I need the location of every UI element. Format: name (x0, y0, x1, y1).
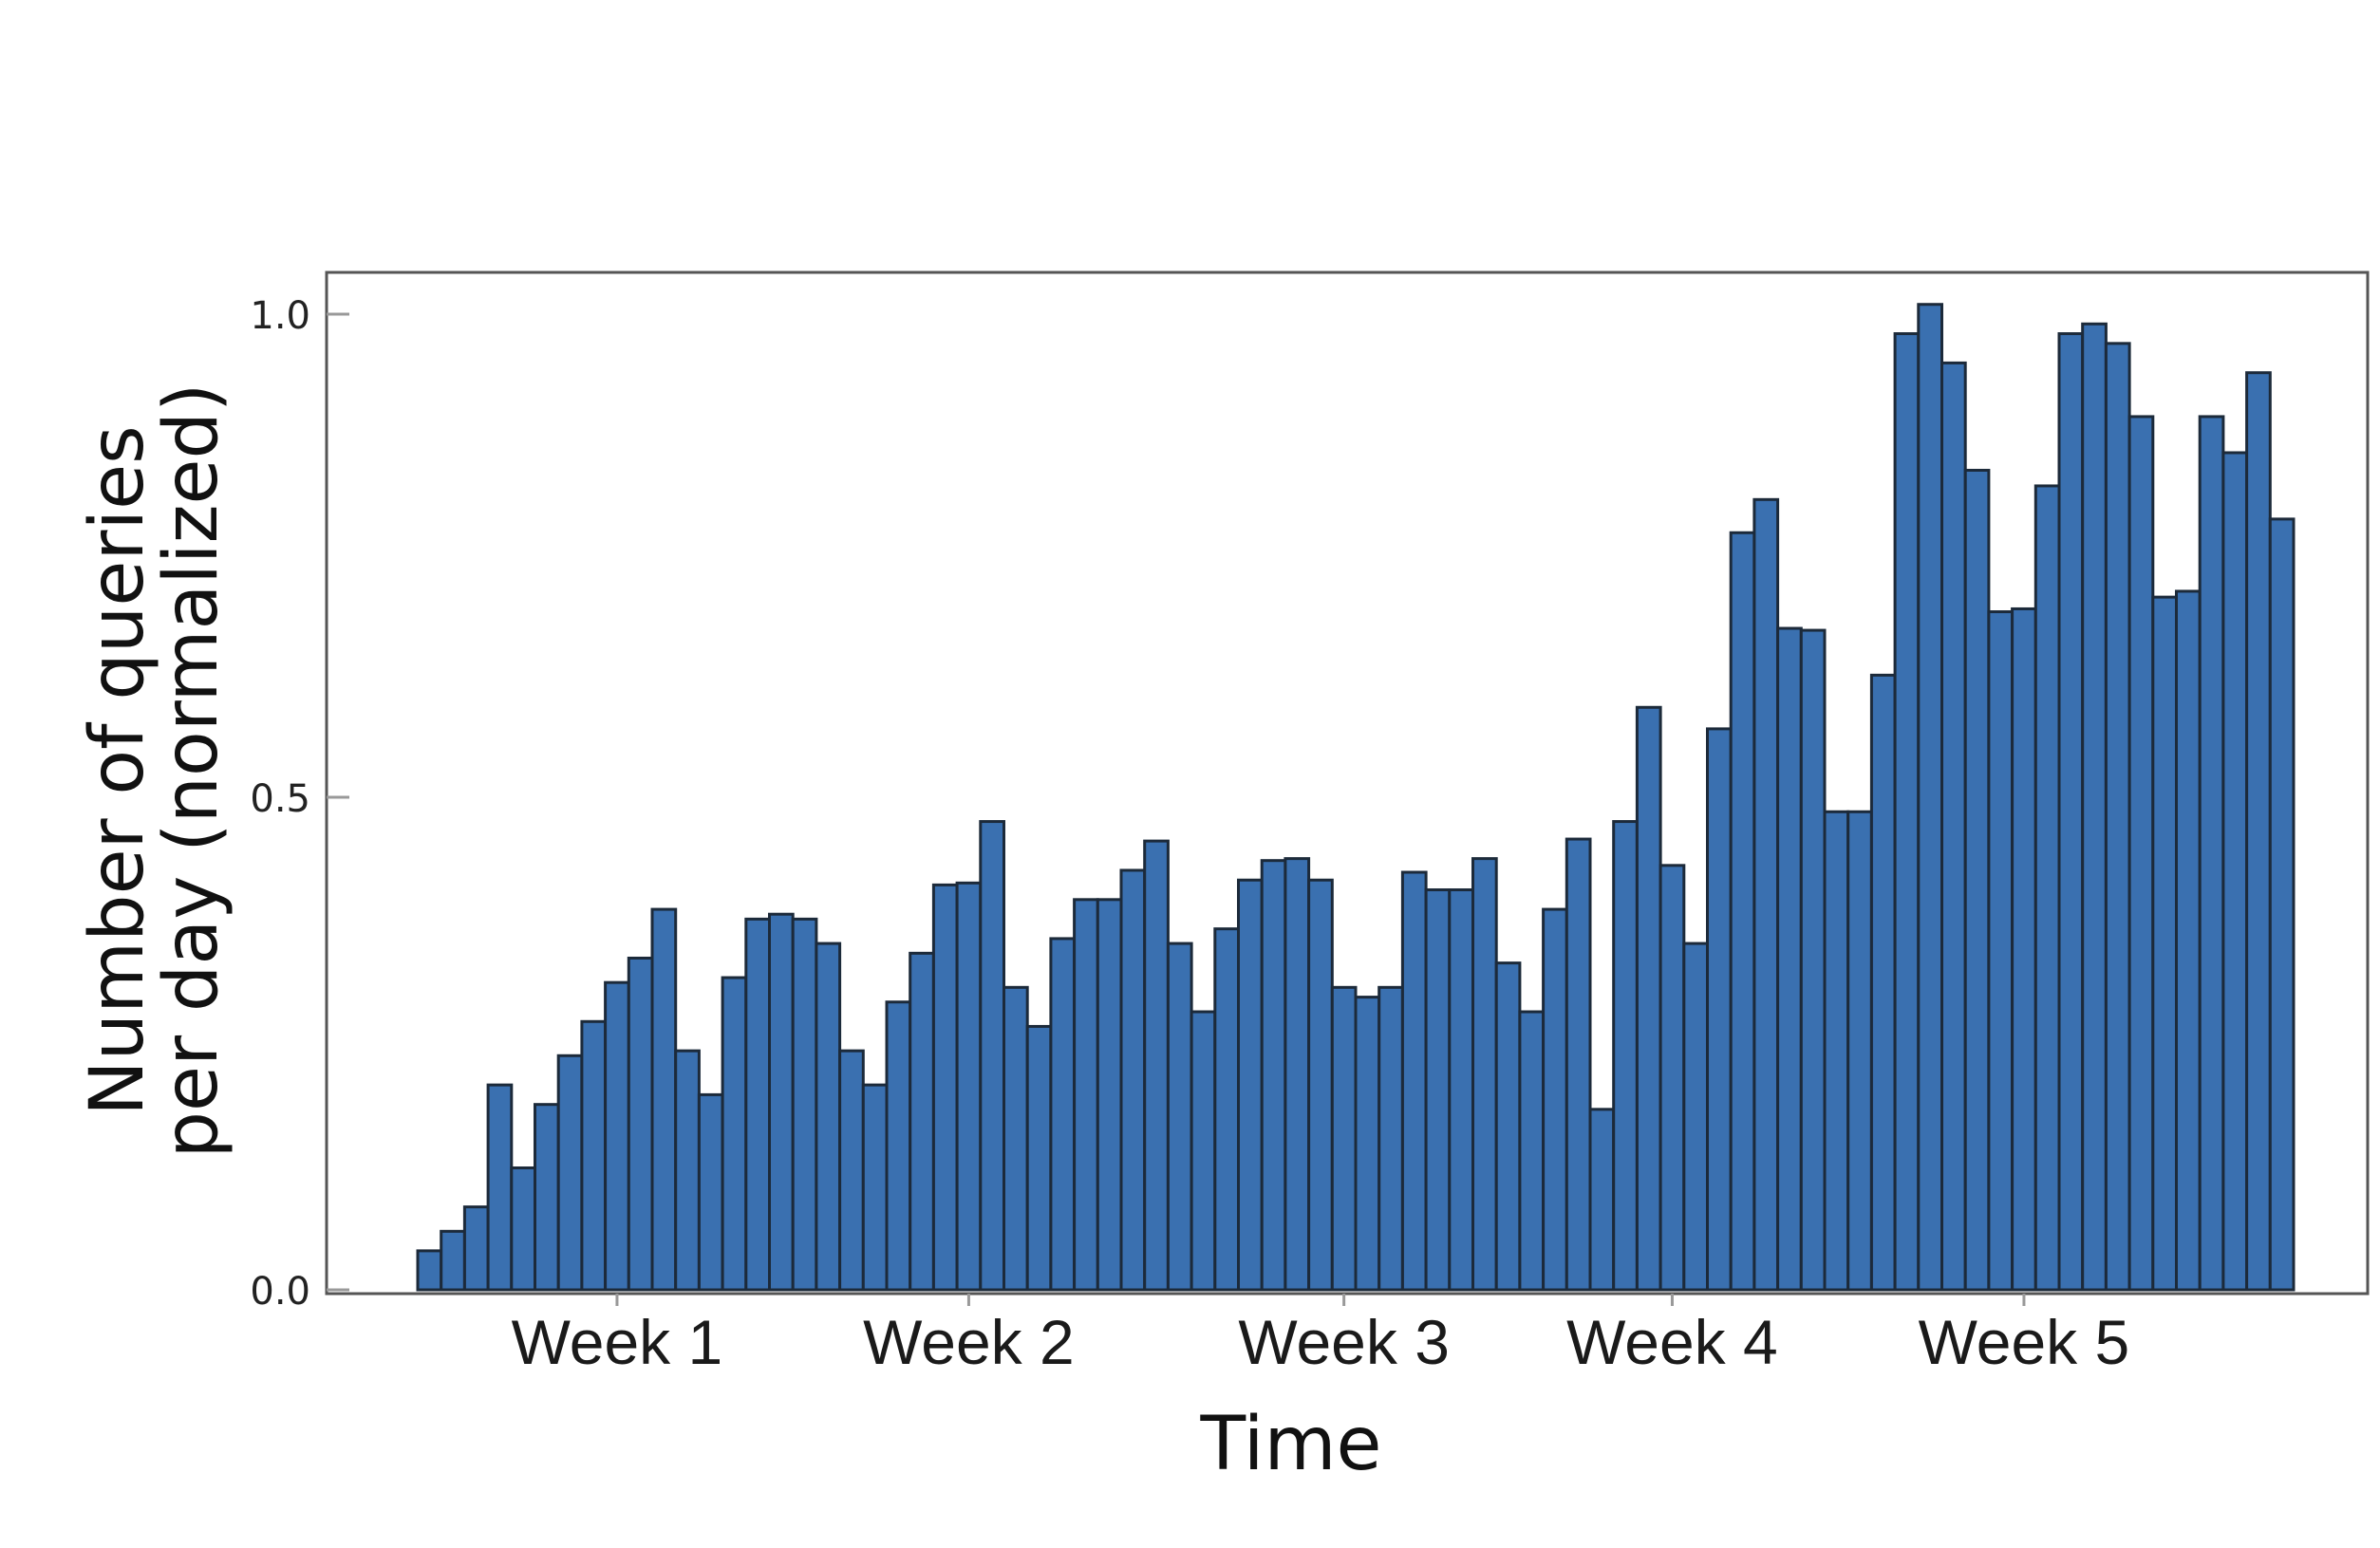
bar-day-1 (416, 1249, 443, 1292)
x-tick-label-week-1: Week 1 (512, 1307, 723, 1377)
bar-day-30 (1096, 898, 1123, 1292)
plot-area-frame (325, 270, 2370, 1296)
bar-day-58 (1752, 497, 1780, 1292)
bar-day-77 (2198, 415, 2225, 1292)
bar-day-15 (744, 917, 771, 1292)
y-axis-title-line-2: per day (normalized) (149, 383, 234, 1159)
bar-day-21 (885, 1000, 912, 1292)
bar-day-48 (1518, 1010, 1546, 1292)
bar-day-16 (768, 912, 795, 1292)
bar-day-44 (1424, 888, 1452, 1292)
bar-day-29 (1073, 898, 1099, 1292)
bar-day-23 (931, 883, 959, 1292)
bar-day-4 (486, 1083, 514, 1292)
bar-day-74 (2127, 415, 2155, 1292)
bar-day-20 (861, 1083, 889, 1292)
bar-day-63 (1869, 673, 1897, 1292)
bar-day-80 (2268, 517, 2296, 1292)
bar-day-69 (2011, 606, 2037, 1292)
bar-day-38 (1284, 857, 1311, 1292)
bar-day-17 (791, 917, 818, 1292)
bar-day-60 (1799, 628, 1827, 1292)
bar-day-75 (2151, 595, 2179, 1292)
x-axis-title: Time (1200, 1402, 1382, 1487)
bar-day-70 (2033, 484, 2061, 1292)
bar-day-78 (2221, 451, 2249, 1292)
bar-day-19 (838, 1049, 865, 1292)
bar-day-64 (1893, 332, 1921, 1292)
bar-day-49 (1542, 907, 1568, 1292)
bar-day-3 (462, 1205, 490, 1292)
bar-day-31 (1119, 868, 1147, 1292)
bar-day-41 (1354, 996, 1381, 1292)
bar-day-8 (580, 1019, 608, 1292)
bar-day-9 (604, 980, 630, 1292)
bars-group (416, 303, 2296, 1292)
bar-day-54 (1659, 864, 1686, 1292)
y-axis-title: Number of queries per day (normalized) (75, 383, 234, 1159)
bar-day-33 (1166, 942, 1193, 1292)
bar-day-71 (2057, 332, 2085, 1292)
bar-day-35 (1213, 927, 1241, 1292)
bar-day-42 (1377, 985, 1404, 1292)
y-tick-label-0: 0.0 (250, 1270, 310, 1314)
bar-day-36 (1237, 878, 1264, 1292)
bar-day-28 (1049, 937, 1077, 1292)
bar-day-73 (2104, 342, 2131, 1292)
bar-day-76 (2175, 589, 2202, 1292)
bar-day-11 (650, 907, 678, 1292)
bar-day-52 (1612, 820, 1639, 1292)
bar-day-12 (674, 1049, 701, 1292)
bar-day-18 (815, 942, 842, 1292)
bar-day-34 (1190, 1010, 1217, 1292)
x-tick-label-week-2: Week 2 (863, 1307, 1075, 1377)
bar-day-56 (1706, 727, 1733, 1292)
bar-day-5 (510, 1166, 536, 1292)
bar-day-40 (1330, 985, 1358, 1292)
bar-day-25 (979, 820, 1006, 1292)
bar-day-55 (1682, 942, 1710, 1292)
bar-day-32 (1143, 839, 1170, 1292)
bar-day-51 (1588, 1108, 1616, 1292)
bar-day-62 (1846, 810, 1873, 1292)
bar-day-47 (1494, 961, 1522, 1292)
bar-day-13 (697, 1092, 724, 1292)
y-axis-title-line-1: Number of queries (75, 425, 160, 1115)
x-axis: Week 1 Week 2 Week 3 Week 4 Week 5 (512, 1294, 2130, 1377)
bar-day-46 (1471, 857, 1498, 1292)
bar-day-6 (534, 1103, 560, 1292)
bar-day-24 (955, 881, 983, 1292)
bar-day-14 (721, 976, 748, 1292)
bar-day-79 (2245, 371, 2272, 1292)
bar-day-65 (1917, 303, 1944, 1292)
bar-day-10 (627, 956, 654, 1292)
bar-day-27 (1025, 1024, 1053, 1292)
bar-day-39 (1307, 878, 1334, 1292)
x-tick-label-week-5: Week 5 (1919, 1307, 2130, 1377)
bar-day-72 (2081, 322, 2108, 1292)
bar-day-22 (909, 951, 935, 1292)
bar-day-68 (1987, 610, 2015, 1292)
bar-day-67 (1963, 468, 1991, 1292)
bar-day-66 (1940, 361, 1967, 1292)
x-tick-label-week-3: Week 3 (1238, 1307, 1450, 1377)
bar-day-59 (1776, 626, 1803, 1292)
bar-day-61 (1823, 810, 1850, 1292)
bar-day-26 (1003, 985, 1029, 1292)
y-tick-label-1: 0.5 (250, 777, 310, 821)
bar-day-50 (1565, 837, 1592, 1292)
bar-day-53 (1635, 705, 1662, 1292)
x-tick-label-week-4: Week 4 (1566, 1307, 1778, 1377)
bar-day-37 (1260, 859, 1287, 1292)
bar-day-43 (1400, 870, 1428, 1292)
bar-day-57 (1729, 531, 1756, 1292)
bar-day-45 (1448, 888, 1475, 1292)
y-tick-label-2: 1.0 (250, 294, 310, 338)
bar-day-7 (556, 1054, 584, 1292)
y-axis: 0.0 0.5 1.0 (250, 294, 349, 1314)
bar-day-2 (440, 1229, 466, 1292)
